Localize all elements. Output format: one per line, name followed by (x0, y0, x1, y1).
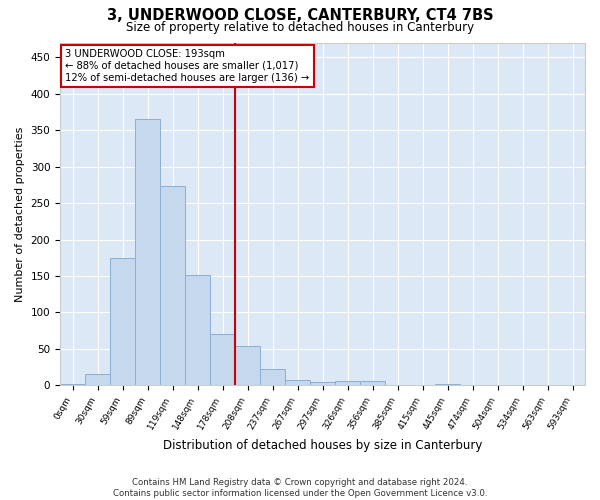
Bar (85, 374, 110, 386)
Bar (560, 384, 585, 386)
Text: 3 UNDERWOOD CLOSE: 193sqm
← 88% of detached houses are smaller (1,017)
12% of se: 3 UNDERWOOD CLOSE: 193sqm ← 88% of detac… (65, 50, 310, 82)
Bar (110, 258, 135, 386)
Bar (510, 384, 535, 386)
Bar (210, 334, 235, 386)
Bar (185, 274, 210, 386)
Text: Size of property relative to detached houses in Canterbury: Size of property relative to detached ho… (126, 21, 474, 34)
Bar (235, 346, 260, 386)
Bar (135, 119, 160, 386)
Y-axis label: Number of detached properties: Number of detached properties (15, 126, 25, 302)
Bar (285, 380, 310, 386)
Bar (435, 384, 460, 386)
Bar (310, 382, 335, 386)
Bar (160, 186, 185, 386)
Text: 3, UNDERWOOD CLOSE, CANTERBURY, CT4 7BS: 3, UNDERWOOD CLOSE, CANTERBURY, CT4 7BS (107, 8, 493, 22)
Bar (60, 384, 85, 386)
Text: Contains HM Land Registry data © Crown copyright and database right 2024.
Contai: Contains HM Land Registry data © Crown c… (113, 478, 487, 498)
Bar (260, 370, 285, 386)
Bar (335, 381, 360, 386)
Bar (360, 381, 385, 386)
X-axis label: Distribution of detached houses by size in Canterbury: Distribution of detached houses by size … (163, 440, 482, 452)
